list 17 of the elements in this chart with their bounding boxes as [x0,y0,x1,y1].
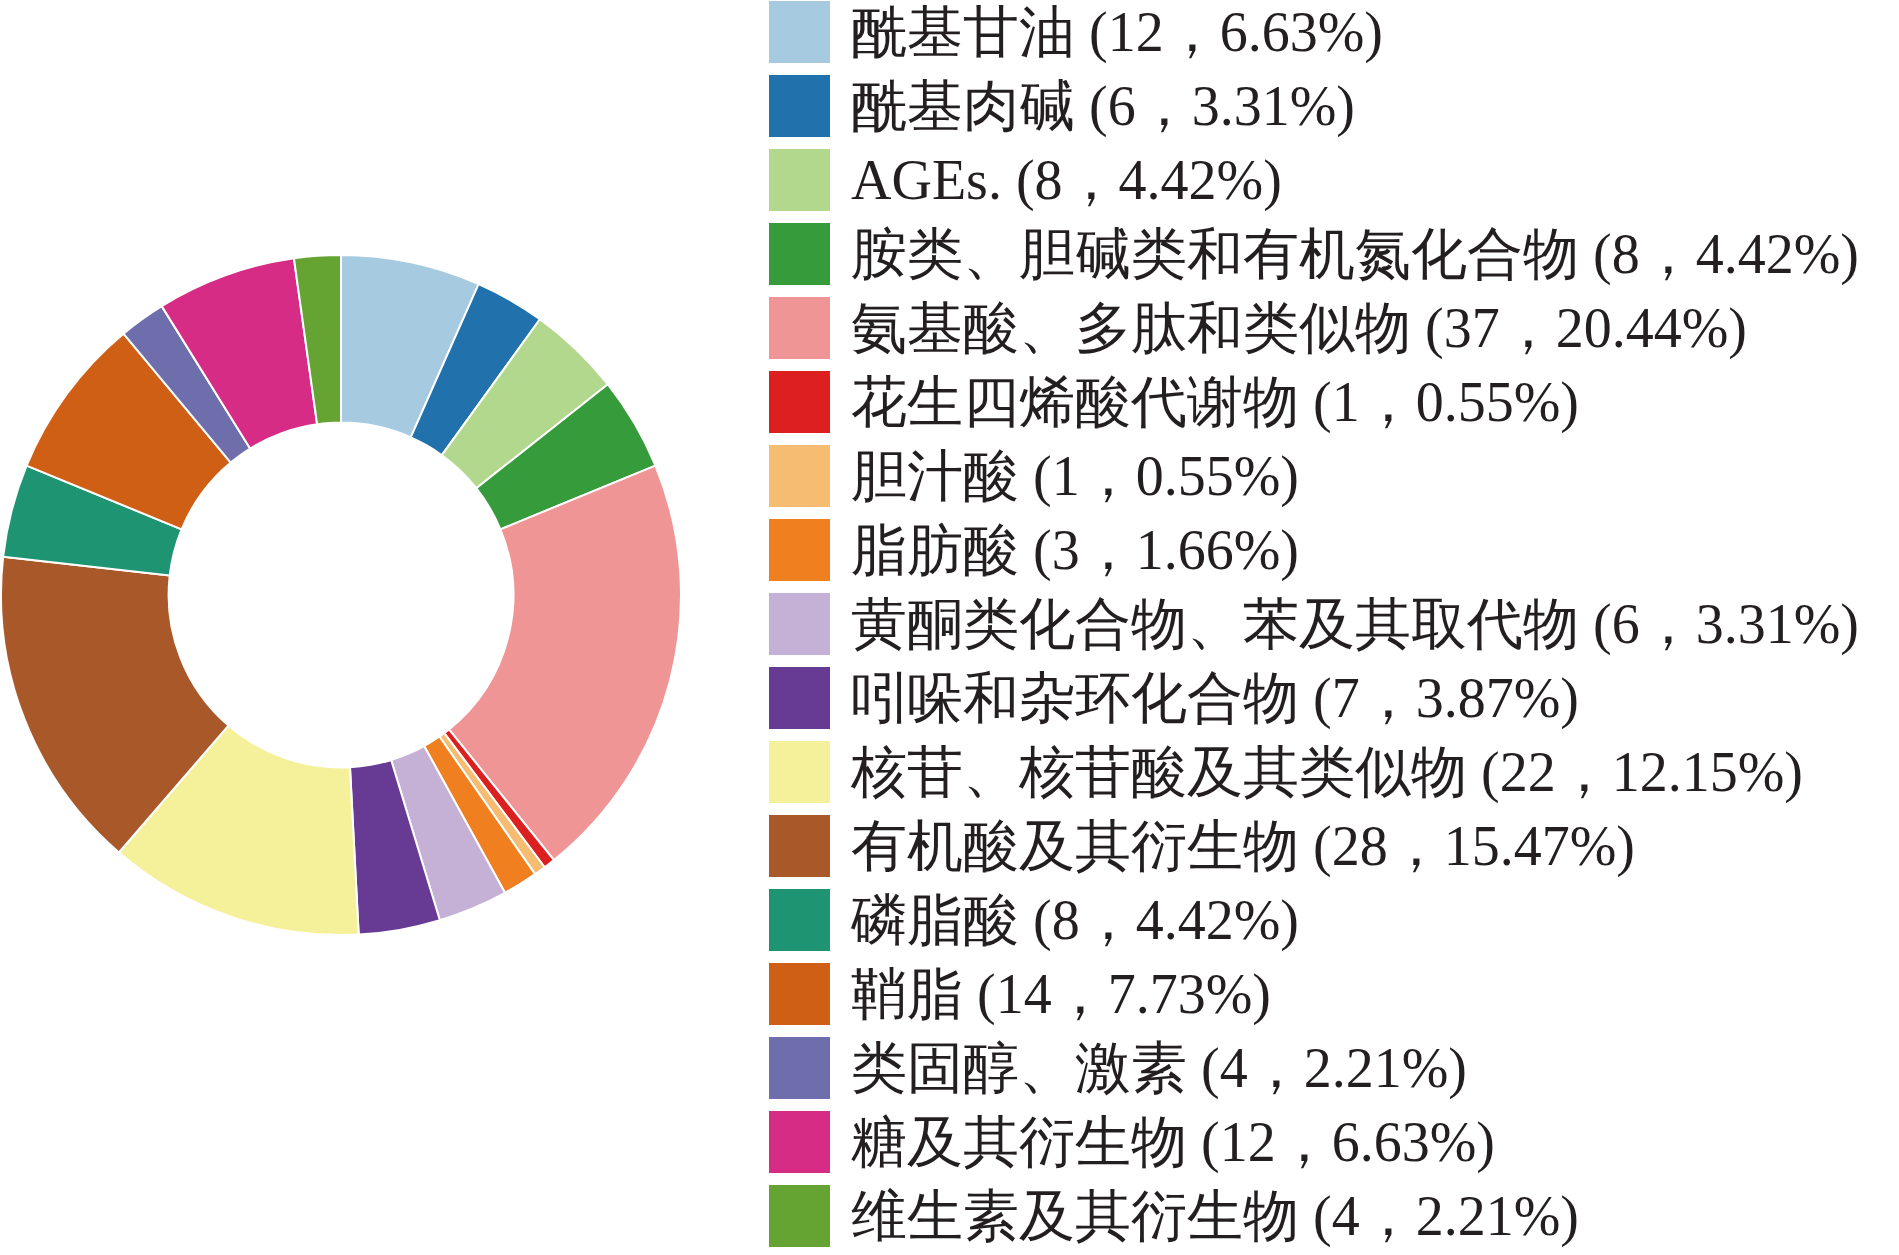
legend-label: AGEs. (8，4.42%) [851,149,1282,211]
legend-label: 类固醇、激素 (4，2.21%) [851,1037,1467,1099]
legend-label: 吲哚和杂环化合物 (7，3.87%) [851,667,1579,729]
legend-label: 胺类、胆碱类和有机氮化合物 (8，4.42%) [851,223,1859,285]
legend-label: 磷脂酸 (8，4.42%) [851,889,1299,951]
legend-label: 糖及其衍生物 (12，6.63%) [851,1111,1495,1173]
legend-label: 氨基酸、多肽和类似物 (37，20.44%) [851,297,1747,359]
legend-label: 鞘脂 (14，7.73%) [851,963,1271,1025]
legend-label: 酰基肉碱 (6，3.31%) [851,75,1355,137]
legend-label: 有机酸及其衍生物 (28，15.47%) [851,815,1635,877]
legend-label: 脂肪酸 (3，1.66%) [851,519,1299,581]
legend-label: 核苷、核苷酸及其类似物 (22，12.15%) [851,741,1803,803]
legend-label: 维生素及其衍生物 (4，2.21%) [851,1185,1579,1247]
legend-label: 酰基甘油 (12，6.63%) [851,1,1383,63]
legend-label: 胆汁酸 (1，0.55%) [851,445,1299,507]
legend-label: 花生四烯酸代谢物 (1，0.55%) [851,371,1579,433]
legend-label: 黄酮类化合物、苯及其取代物 (6，3.31%) [851,593,1859,655]
